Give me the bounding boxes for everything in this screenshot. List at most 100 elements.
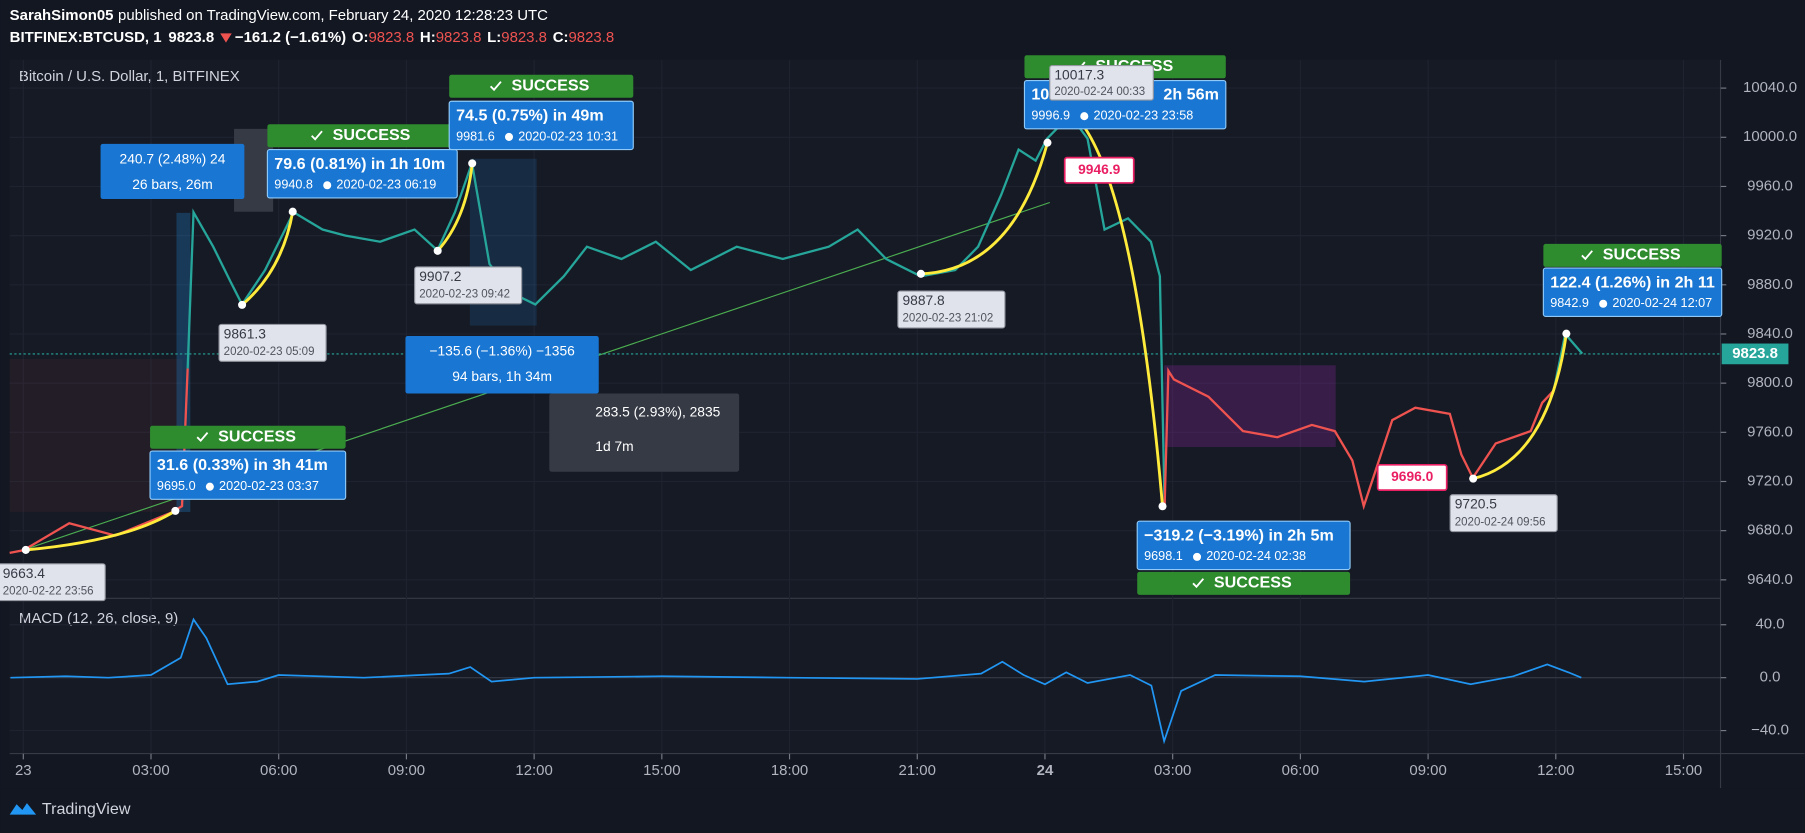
price-note [1049, 65, 1154, 101]
y-tick-label: 9680.0 [1747, 522, 1793, 539]
ohlc-close: 9823.8 [568, 29, 614, 46]
trade-time: 2020-02-24 02:38 [1206, 549, 1306, 563]
projection-arrow [25, 509, 177, 552]
trade-price: 9940.8 [274, 178, 313, 192]
trade-time: 2020-02-23 23:58 [1093, 109, 1193, 123]
x-tick-label: 15:00 [1665, 762, 1702, 779]
ohlc-high-key: H: [420, 29, 436, 46]
trade-price: 9981.6 [456, 129, 495, 143]
price-note-value: 9663.4 [3, 566, 46, 581]
clock-icon [504, 132, 514, 141]
trade-time: 2020-02-24 12:07 [1612, 296, 1712, 310]
anchor-dot [21, 545, 30, 554]
down-triangle [220, 33, 232, 43]
alert-label: 9696.0 [1391, 469, 1434, 484]
trade-text: 31.6 (0.33%) in 3h 41m [157, 456, 328, 474]
trade-text: −319.2 (−3.19%) in 2h 5m [1144, 526, 1334, 544]
y-tick-label: −40.0 [1751, 722, 1789, 739]
x-tick-label: 03:00 [1154, 762, 1191, 779]
clock-icon [205, 482, 214, 491]
anchor-dot [1469, 474, 1478, 483]
x-tick-label: 24 [1037, 762, 1054, 779]
trade-price: 9695.0 [157, 479, 196, 493]
y-tick-label: 9840.0 [1747, 325, 1793, 342]
projection-arrow [1071, 111, 1164, 507]
ohlc-high: 9823.8 [436, 29, 482, 46]
anchor-dot [433, 246, 442, 255]
anchor-dot [916, 269, 925, 278]
success-label: SUCCESS [1603, 246, 1681, 264]
projection-arrow [920, 142, 1049, 276]
macd-title: MACD (12, 26, close, 9) [19, 610, 178, 627]
y-tick-label: 10040.0 [1743, 79, 1797, 96]
y-tick-label: 9920.0 [1747, 227, 1793, 244]
x-tick-label: 06:00 [260, 762, 297, 779]
success-badge [267, 124, 458, 148]
price-note-value: 9907.2 [419, 269, 461, 284]
change: −161.2 (−1.61%) [235, 29, 346, 46]
price-note [1449, 494, 1558, 533]
anchor-dot [468, 159, 477, 168]
clock-icon [1193, 552, 1202, 561]
trade-box [1542, 267, 1723, 317]
price-note [897, 290, 1006, 329]
trade-text: 10 [1031, 86, 1049, 104]
y-tick-label: 9720.0 [1747, 472, 1793, 489]
price-note [0, 563, 106, 602]
y-tick-label: 9960.0 [1747, 177, 1793, 194]
price-note-time: 2020-02-23 09:42 [419, 289, 510, 301]
symbol: BITFINEX:BTCUSD, 1 [10, 29, 162, 46]
measure-bars: 1d 7m [595, 439, 633, 454]
trade-price: 9996.9 [1031, 109, 1070, 123]
projection-arrow [241, 211, 295, 306]
anchor-dot [171, 506, 180, 515]
success-badge [449, 74, 634, 98]
measure-bars: 94 bars, 1h 34m [452, 369, 552, 384]
success-label: SUCCESS [333, 126, 411, 144]
anchor-dot [1158, 502, 1167, 511]
success-badge [1543, 243, 1722, 267]
price-note-value: 10017.3 [1054, 68, 1104, 83]
measure-bars: 26 bars, 26m [132, 177, 213, 192]
x-tick-label: 09:00 [388, 762, 425, 779]
y-tick-label: 0.0 [1760, 669, 1781, 686]
chart-title: Bitcoin / U.S. Dollar, 1, BITFINEX [19, 68, 240, 85]
published: published on TradingView.com, February 2… [118, 7, 548, 24]
x-tick-label: 03:00 [132, 762, 169, 779]
ohlc-open-key: O: [352, 29, 369, 46]
trade-box [448, 100, 634, 151]
x-tick-label: 06:00 [1282, 762, 1319, 779]
measure-box [549, 393, 740, 472]
brand: TradingView [42, 800, 131, 818]
y-tick-label: 9760.0 [1747, 423, 1793, 440]
check-icon [311, 130, 323, 141]
clock-icon [323, 181, 332, 190]
symbol-line: BITFINEX:BTCUSD, 1 9823.8 −161.2 (−1.61%) O… [10, 29, 615, 46]
price-note-time: 2020-02-23 21:02 [903, 313, 994, 325]
check-icon [196, 432, 209, 443]
alert-box [1063, 156, 1135, 184]
trade-time: 2020-02-23 10:31 [518, 129, 618, 143]
x-tick-label: 12:00 [1537, 762, 1574, 779]
current-price-tag [1721, 343, 1789, 365]
x-tick-label: 18:00 [771, 762, 808, 779]
ohlc-low-key: L: [487, 29, 501, 46]
price-note-time: 2020-02-24 09:56 [1455, 516, 1546, 528]
macd-line [10, 617, 1582, 745]
footer [0, 788, 1805, 833]
anchor-dot [1043, 138, 1052, 147]
y-tick-label: 10000.0 [1743, 128, 1797, 145]
trade-box [149, 450, 347, 500]
x-tick-label: 23 [15, 762, 32, 779]
author: SarahSimon05 [10, 7, 114, 24]
measure-box [405, 335, 599, 394]
y-tick-label: 9800.0 [1747, 374, 1793, 391]
measure-text: −135.6 (−1.36%) −1356 [429, 344, 575, 359]
measure-text: 240.7 (2.48%) 24 [120, 152, 226, 167]
success-label: SUCCESS [218, 427, 296, 445]
success-badge [1137, 571, 1351, 595]
success-badge [150, 425, 346, 449]
success-label: SUCCESS [1214, 574, 1292, 592]
anchor-dot [238, 300, 247, 309]
